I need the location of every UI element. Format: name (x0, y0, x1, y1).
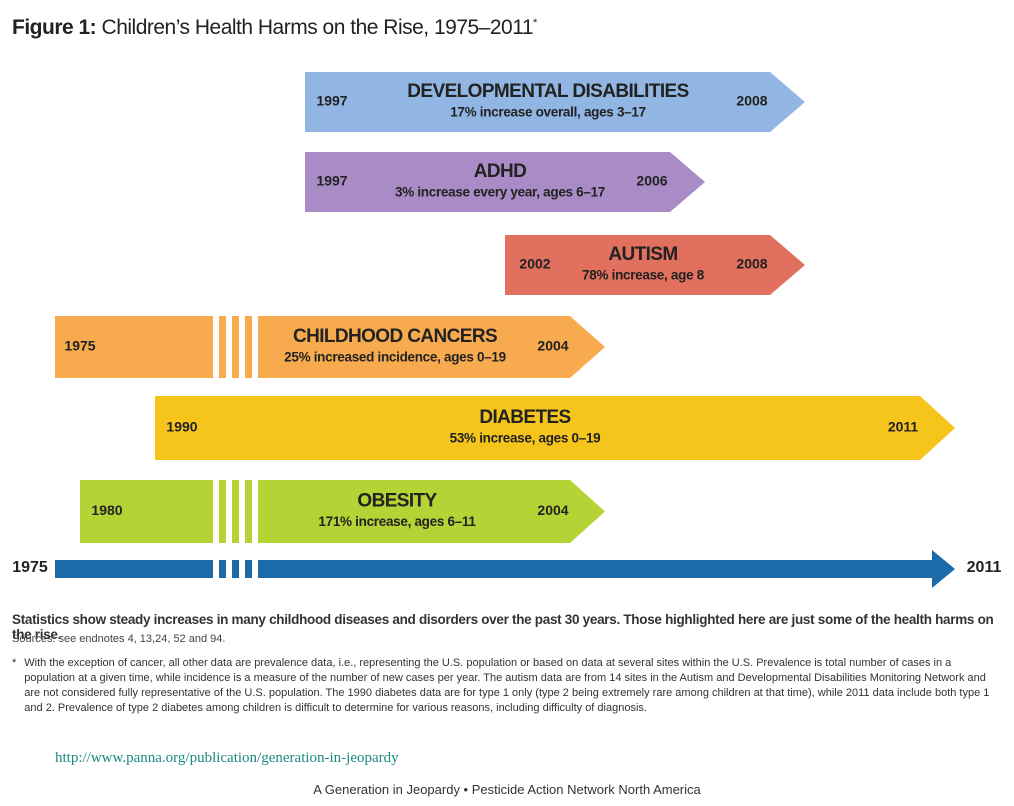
figure-label: Figure 1: (12, 16, 97, 39)
axis-end: 2011 (967, 559, 1002, 576)
axis-start: 1975 (12, 559, 48, 576)
footer: A Generation in Jeopardy • Pesticide Act… (313, 782, 701, 797)
title-text: Children’s Health Harms on the Rise, 197… (101, 16, 534, 39)
break-stripe (213, 316, 219, 378)
end-year: 2008 (736, 256, 767, 272)
end-year: 2004 (537, 338, 568, 354)
arrow-detail: 3% increase every year, ages 6–17 (395, 185, 605, 200)
break-stripe (252, 558, 258, 580)
axis-arrow (55, 550, 955, 588)
link[interactable]: http://www.panna.org/publication/generat… (55, 750, 399, 766)
break-stripe (239, 558, 245, 580)
start-year: 1990 (166, 419, 197, 435)
end-year: 2004 (537, 502, 568, 518)
footnote-marker: * (12, 657, 17, 669)
arrow-detail: 53% increase, ages 0–19 (450, 431, 601, 446)
end-year: 2008 (736, 93, 767, 109)
arrow (55, 316, 605, 378)
break-stripe (239, 480, 245, 543)
arrow-detail: 17% increase overall, ages 3–17 (450, 105, 646, 120)
start-year: 2002 (519, 256, 550, 272)
arrow-title: AUTISM (608, 244, 677, 265)
start-year: 1975 (64, 338, 95, 354)
figure-title: Figure 1: Children’s Health Harms on the… (12, 16, 537, 40)
arrow-title: DIABETES (479, 407, 570, 428)
break-stripe (252, 316, 258, 378)
break-stripe (213, 558, 219, 580)
arrow-title: CHILDHOOD CANCERS (293, 326, 497, 347)
arrow-title: OBESITY (357, 491, 437, 512)
arrow-title: DEVELOPMENTAL DISABILITIES (407, 81, 688, 102)
arrow-detail: 25% increased incidence, ages 0–19 (284, 350, 506, 365)
start-year: 1997 (316, 93, 347, 109)
arrow (155, 396, 955, 460)
arrow (80, 480, 605, 543)
footnote: * With the exception of cancer, all other… (12, 656, 997, 716)
timeline: 1997 2008 DEVELOPMENTAL DISABILITIES 17% in… (12, 72, 1002, 588)
sources: Sources: see endnotes 4, 13,24, 52 and 9… (12, 633, 226, 645)
arrow (305, 152, 705, 212)
break-stripe (226, 480, 232, 543)
arrow-detail: 78% increase, age 8 (582, 268, 705, 283)
arrow (305, 72, 805, 132)
footnote-text: With the exception of cancer, all other … (24, 657, 990, 714)
arrow-title: ADHD (474, 161, 527, 182)
break-stripe (252, 480, 258, 543)
arrow-detail: 171% increase, ages 6–11 (318, 514, 476, 529)
break-stripe (226, 316, 232, 378)
start-year: 1980 (91, 502, 122, 518)
arrow (505, 235, 805, 295)
caption: Statistics show steady increases in many… (12, 612, 994, 642)
break-stripe (239, 316, 245, 378)
title-marker: * (533, 17, 537, 29)
break-stripe (213, 480, 219, 543)
end-year: 2011 (888, 419, 919, 435)
start-year: 1997 (316, 173, 347, 189)
end-year: 2006 (636, 173, 667, 189)
break-stripe (226, 558, 232, 580)
